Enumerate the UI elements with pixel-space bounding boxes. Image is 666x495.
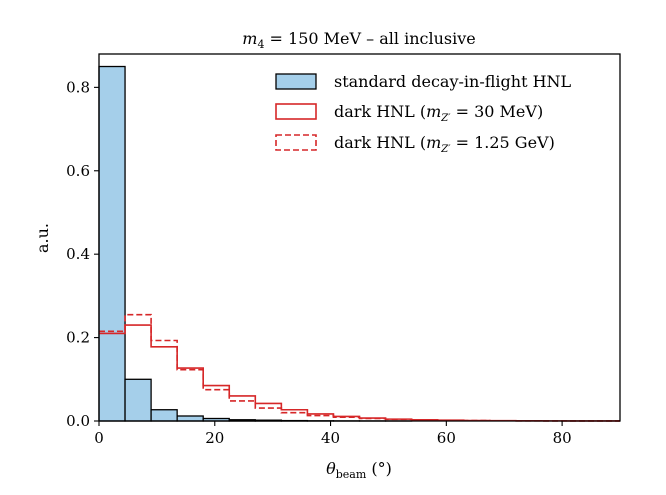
legend-swatch-dark-30mev xyxy=(275,103,317,120)
x-tick-label-40: 40 xyxy=(321,429,340,447)
step-line-series-2 xyxy=(99,313,620,422)
plot-frame xyxy=(98,53,621,422)
legend-label-standard: standard decay-in-flight HNL xyxy=(334,72,572,91)
x-axis-label: θbeam (°) xyxy=(326,459,392,481)
bar-standard-bin-1 xyxy=(124,378,152,422)
y-tick-label-0: 0.0 xyxy=(66,412,90,430)
y-tick-label-2: 0.4 xyxy=(66,245,90,263)
legend-swatch-standard xyxy=(275,73,317,90)
x-tick-label-60: 60 xyxy=(437,429,456,447)
bar-standard-bin-2 xyxy=(150,409,178,422)
y-tick-label-3: 0.6 xyxy=(66,162,90,180)
legend: standard decay-in-flight HNL dark HNL (m… xyxy=(275,72,572,155)
legend-label-dark-30mev: dark HNL (mZ′ = 30 MeV) xyxy=(334,102,543,124)
legend-label-dark-1p25gev: dark HNL (mZ′ = 1.25 GeV) xyxy=(334,133,555,155)
legend-swatch-dark-1p25gev xyxy=(275,134,317,151)
bar-standard-bin-0 xyxy=(98,65,126,422)
x-tick-label-80: 80 xyxy=(553,429,572,447)
y-tick-label-4: 0.8 xyxy=(66,78,90,96)
y-axis-label: a.u. xyxy=(33,223,52,253)
bar-standard-bin-3 xyxy=(176,415,204,422)
axis-ticks: 0 20 40 60 80 0.0 0.2 0.4 0.6 0.8 xyxy=(66,78,572,447)
x-tick-label-0: 0 xyxy=(94,429,104,447)
chart-title: m4 = 150 MeV – all inclusive xyxy=(242,29,475,51)
y-tick-label-1: 0.2 xyxy=(66,329,90,347)
x-tick-label-20: 20 xyxy=(205,429,224,447)
